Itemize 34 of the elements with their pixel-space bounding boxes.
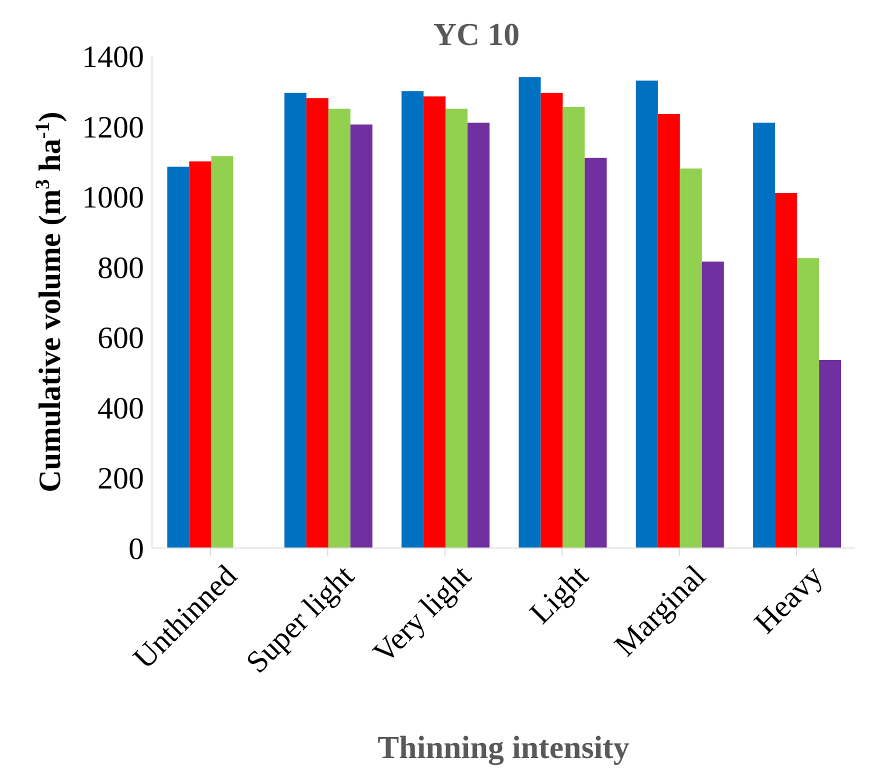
bar	[189, 161, 212, 548]
bar	[658, 114, 680, 548]
bar	[540, 92, 563, 548]
bar	[167, 166, 190, 548]
bar	[753, 122, 776, 548]
bar	[775, 193, 798, 548]
bar	[211, 156, 234, 548]
bar	[797, 258, 820, 548]
y-tick-label: 1400	[82, 39, 144, 74]
bar	[819, 360, 842, 548]
y-tick-label: 0	[128, 531, 144, 566]
x-tick-label: Very light	[366, 558, 478, 670]
bar	[402, 91, 424, 548]
bar	[636, 80, 658, 548]
y-tick-label: 400	[98, 390, 144, 426]
bar	[424, 96, 446, 548]
bar	[446, 108, 468, 548]
bar	[584, 158, 607, 548]
bar	[518, 77, 541, 548]
chart-title: YC 10	[433, 16, 520, 52]
y-tick-label: 1200	[82, 109, 144, 144]
bar	[680, 168, 702, 548]
bar	[702, 262, 724, 548]
bar	[468, 122, 490, 548]
bar	[306, 98, 328, 548]
y-tick-label: 600	[98, 320, 144, 356]
bar	[284, 92, 306, 548]
bar	[328, 108, 350, 548]
bar	[350, 124, 372, 548]
y-tick-label: 200	[98, 460, 144, 496]
y-tick-label: 1000	[82, 180, 144, 215]
y-tick-label: 800	[98, 250, 144, 285]
bar	[562, 106, 585, 548]
x-axis-title: Thinning intensity	[378, 729, 630, 766]
